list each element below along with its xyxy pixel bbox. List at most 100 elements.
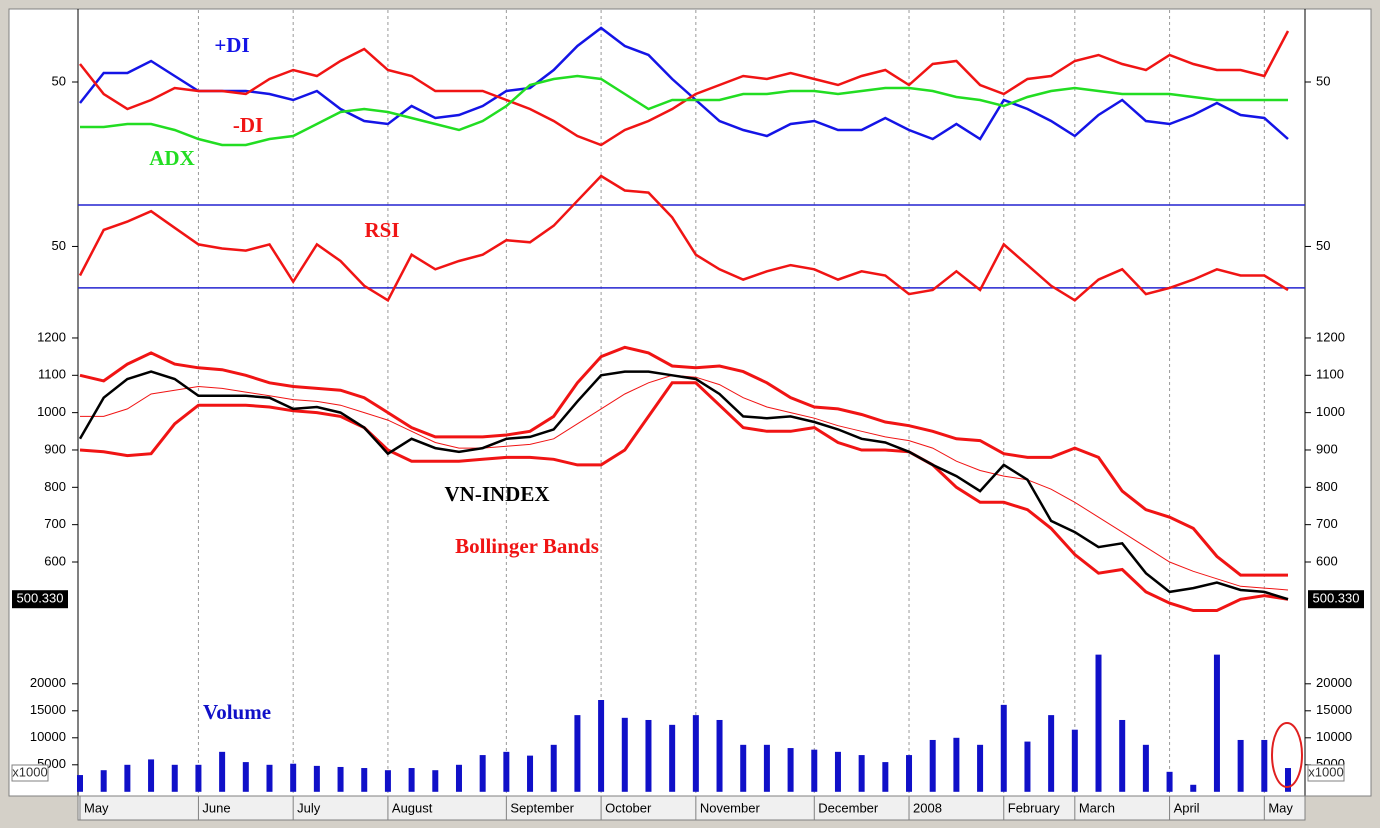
volume-bar: [1213, 654, 1220, 792]
volume-bar: [953, 737, 960, 792]
bollinger-lower: [79, 381, 1289, 612]
volume-bar: [266, 764, 273, 792]
volume-bar: [811, 749, 818, 792]
y-tick-label: 800: [1316, 479, 1338, 494]
volume-bar: [1095, 654, 1102, 792]
volume-bar: [929, 739, 936, 792]
y-tick-label: 15000: [1316, 702, 1352, 717]
volume-bar: [1166, 771, 1173, 792]
highlight-circle: [1271, 722, 1303, 788]
volume-bar: [763, 744, 770, 792]
y-tick-label: 50: [1316, 73, 1330, 88]
last-price-box: [1308, 590, 1364, 609]
volume-bar: [574, 715, 581, 792]
unit-label: x1000: [1308, 764, 1343, 779]
y-tick-label: 50: [52, 73, 66, 88]
series-label: +DI: [214, 33, 249, 57]
y-tick-label: 600: [1316, 553, 1338, 568]
y-tick-label: 800: [44, 479, 66, 494]
volume-bar: [1142, 744, 1149, 792]
y-tick-label: 50: [52, 238, 66, 253]
volume-bar: [124, 764, 131, 792]
volume-bar: [1119, 719, 1126, 792]
volume-bar: [621, 717, 628, 792]
last-price-label: 500.330: [1313, 591, 1360, 606]
volume-bar: [337, 766, 344, 792]
x-tick-label: May: [84, 800, 109, 815]
series-label: Volume: [203, 700, 271, 724]
y-tick-label: 1100: [1316, 367, 1344, 382]
volume-bar: [1190, 784, 1197, 792]
x-tick-label: July: [297, 800, 321, 815]
volume-bar: [408, 768, 415, 792]
volume-bar: [503, 751, 510, 792]
volume-bar: [1071, 729, 1078, 792]
volume-bar: [242, 762, 249, 792]
y-tick-label: 1100: [38, 367, 66, 382]
unit-box: [1307, 764, 1345, 782]
volume-bar: [171, 764, 178, 792]
volume-bar: [455, 764, 462, 792]
x-tick-label: December: [818, 800, 879, 815]
unit-box: [11, 764, 49, 782]
y-tick-label: 1000: [37, 404, 66, 419]
volume-bar: [598, 700, 605, 792]
volume-bar: [692, 715, 699, 792]
x-axis-strip: [77, 795, 1306, 821]
x-tick-label: May: [1268, 800, 1293, 815]
series-line: [79, 26, 1289, 141]
x-tick-label: February: [1008, 800, 1061, 815]
volume-bar: [148, 759, 155, 792]
y-tick-label: 900: [44, 441, 66, 456]
x-tick-label: September: [510, 800, 574, 815]
y-tick-label: 20000: [1316, 675, 1352, 690]
volume-bar: [432, 770, 439, 792]
unit-label: x1000: [12, 764, 47, 779]
x-tick-label: March: [1079, 800, 1115, 815]
volume-bar: [219, 751, 226, 792]
volume-bar: [550, 744, 557, 792]
series-label: ADX: [149, 146, 195, 170]
volume-bar: [384, 770, 391, 792]
volume-bar: [1048, 715, 1055, 792]
y-tick-label: 50: [1316, 238, 1330, 253]
y-tick-label: 15000: [30, 702, 66, 717]
volume-bar: [834, 751, 841, 792]
x-tick-label: 2008: [913, 800, 942, 815]
y-tick-label: 700: [1316, 516, 1338, 531]
y-tick-label: 1200: [37, 329, 66, 344]
series-line: [80, 74, 1288, 147]
volume-bar: [1237, 739, 1244, 792]
last-price-label: 500.330: [17, 591, 64, 606]
y-tick-label: 700: [44, 516, 66, 531]
volume-bar: [1285, 768, 1291, 792]
x-tick-label: June: [202, 800, 230, 815]
volume-bar: [1000, 704, 1007, 792]
y-tick-label: 10000: [1316, 729, 1352, 744]
volume-bar: [858, 755, 865, 792]
volume-bar: [977, 744, 984, 792]
y-tick-label: 900: [1316, 441, 1338, 456]
volume-bar: [195, 764, 202, 792]
x-tick-label: November: [700, 800, 761, 815]
volume-bar: [787, 748, 794, 792]
volume-bar: [290, 763, 297, 792]
volume-bar: [361, 768, 368, 792]
volume-bar: [645, 719, 652, 792]
volume-bar: [100, 770, 107, 792]
volume-bar: [479, 755, 486, 792]
volume-bar: [313, 765, 320, 792]
series-label: -DI: [233, 113, 263, 137]
y-tick-label: 20000: [30, 675, 66, 690]
volume-bar: [882, 762, 889, 792]
volume-bar: [77, 775, 83, 792]
volume-bar: [669, 724, 676, 792]
series-label: RSI: [364, 218, 399, 242]
series-label: VN-INDEX: [445, 482, 550, 506]
series-line: [78, 174, 1289, 303]
last-price-box: [12, 590, 68, 609]
x-tick-label: August: [392, 800, 433, 815]
series-line: [79, 30, 1290, 147]
series-label: Bollinger Bands: [455, 534, 599, 558]
